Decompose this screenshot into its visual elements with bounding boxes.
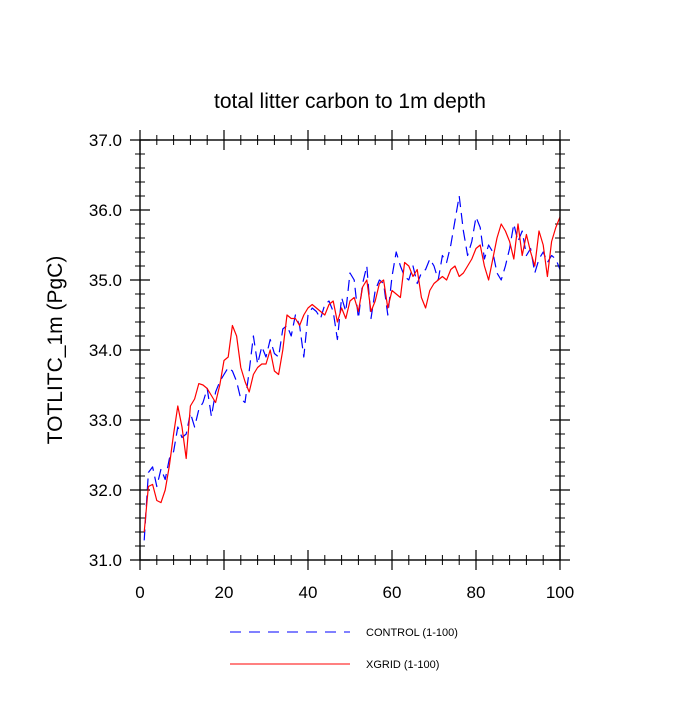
legend: CONTROL (1-100) XGRID (1-100)	[230, 627, 458, 671]
legend-label: CONTROL (1-100)	[366, 627, 458, 639]
series-lines	[143, 195, 561, 541]
y-axis-label: TOTLITC_1m (PgC)	[44, 256, 67, 445]
x-tick-label: 40	[299, 583, 318, 602]
series-line-xgrid	[143, 216, 561, 533]
plot-frame	[139, 139, 561, 561]
x-tick-label: 80	[467, 583, 486, 602]
x-tick-label: 60	[383, 583, 402, 602]
y-tick-label: 36.0	[89, 201, 122, 220]
y-tick-label: 35.0	[89, 271, 122, 290]
x-tick-label: 0	[135, 583, 144, 602]
y-tick-label: 34.0	[89, 341, 122, 360]
chart-title: total litter carbon to 1m depth	[214, 90, 486, 113]
axis-ticks	[130, 130, 570, 570]
series-line-control	[143, 195, 561, 541]
y-tick-label: 37.0	[89, 131, 122, 150]
y-tick-label: 31.0	[89, 551, 122, 570]
y-axis-tick-labels: 31.0 32.0 33.0 34.0 35.0 36.0 37.0	[89, 131, 122, 570]
y-tick-label: 32.0	[89, 481, 122, 500]
x-tick-label: 100	[546, 583, 574, 602]
y-tick-label: 33.0	[89, 411, 122, 430]
x-axis-tick-labels: 0 20 40 60 80 100	[135, 583, 574, 602]
legend-label: XGRID (1-100)	[366, 659, 439, 671]
x-tick-label: 20	[215, 583, 234, 602]
